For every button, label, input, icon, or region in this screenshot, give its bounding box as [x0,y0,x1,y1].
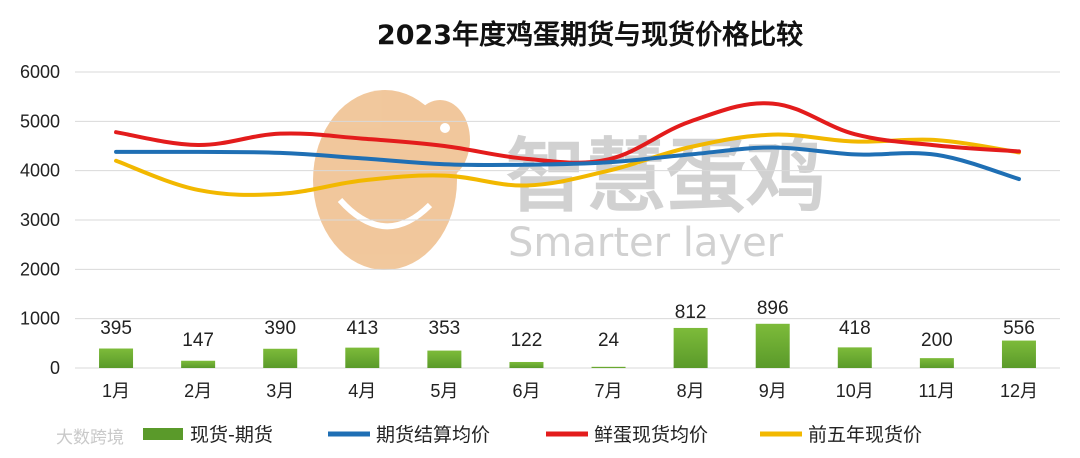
bar-data-label: 418 [839,318,871,339]
x-tick-label: 12月 [1000,381,1038,401]
watermark-brand-cn: 智慧蛋鸡 [506,130,826,223]
egg-logo-icon [313,90,470,270]
bar [99,348,134,368]
x-axis-ticks: 1月 2月 3月 4月 5月 6月 7月 8月 9月 10月 11月 12月 [102,381,1038,401]
x-tick-label: 8月 [677,381,705,401]
x-tick-label: 11月 [919,381,956,401]
bar-data-label: 413 [346,318,378,339]
line-five-year-spot [114,132,1021,197]
bar-data-label: 200 [921,330,953,351]
data-labels: 395 147 390 413 353 122 24 812 896 418 200 556 [100,298,1035,351]
bar [263,348,298,368]
x-tick-label: 2月 [184,381,212,401]
bar [755,323,790,368]
bar [509,361,544,368]
bar-data-label: 353 [429,318,461,339]
bar [591,366,626,368]
bar-data-label: 24 [598,330,620,351]
bar-data-label: 896 [757,298,789,319]
bar-data-label: 390 [264,318,296,339]
y-tick-label: 1000 [20,309,60,329]
chart-title: 2023年度鸡蛋期货与现货价格比较 [377,19,803,51]
x-tick-label: 3月 [266,381,294,401]
bar-data-label: 122 [511,330,543,351]
x-tick-label: 1月 [102,381,130,401]
corner-watermark: 大数跨境 [56,428,124,448]
legend-label-futures: 期货结算均价 [376,424,490,446]
y-tick-label: 3000 [20,210,60,230]
y-tick-label: 4000 [20,161,60,181]
watermark-brand-en: Smarter layer [508,220,784,266]
bar [181,360,216,368]
bar-data-label: 395 [100,318,132,339]
x-tick-label: 6月 [512,381,540,401]
bar-data-label: 147 [182,330,214,351]
bar [673,327,708,368]
bar-data-label: 812 [675,302,707,323]
bar [345,347,380,368]
x-tick-label: 5月 [430,381,458,401]
x-tick-label: 4月 [348,381,376,401]
legend-label-bar: 现货-期货 [190,424,273,446]
legend-label-spot: 鲜蛋现货均价 [594,424,708,446]
y-tick-label: 5000 [20,111,60,131]
legend: 现货-期货 期货结算均价 鲜蛋现货均价 前五年现货价 [143,424,922,446]
y-axis-ticks: 0 1000 2000 3000 4000 5000 6000 [20,62,60,378]
line-series [114,101,1021,197]
y-tick-label: 2000 [20,259,60,279]
x-tick-label: 7月 [595,381,623,401]
grid [75,71,1060,369]
bar [919,358,954,368]
bar [837,347,872,368]
bar-series [99,323,1036,368]
legend-swatch-bar [143,428,183,440]
x-tick-label: 10月 [836,381,874,401]
bar [1001,340,1036,368]
watermark: 智慧蛋鸡 Smarter layer [313,90,826,270]
x-tick-label: 9月 [759,381,787,401]
line-futures-settlement [114,145,1021,182]
y-tick-label: 0 [50,358,60,378]
bar-data-label: 556 [1003,318,1035,339]
bar [427,350,462,368]
legend-label-five-year: 前五年现货价 [808,424,922,446]
y-tick-label: 6000 [20,62,60,82]
